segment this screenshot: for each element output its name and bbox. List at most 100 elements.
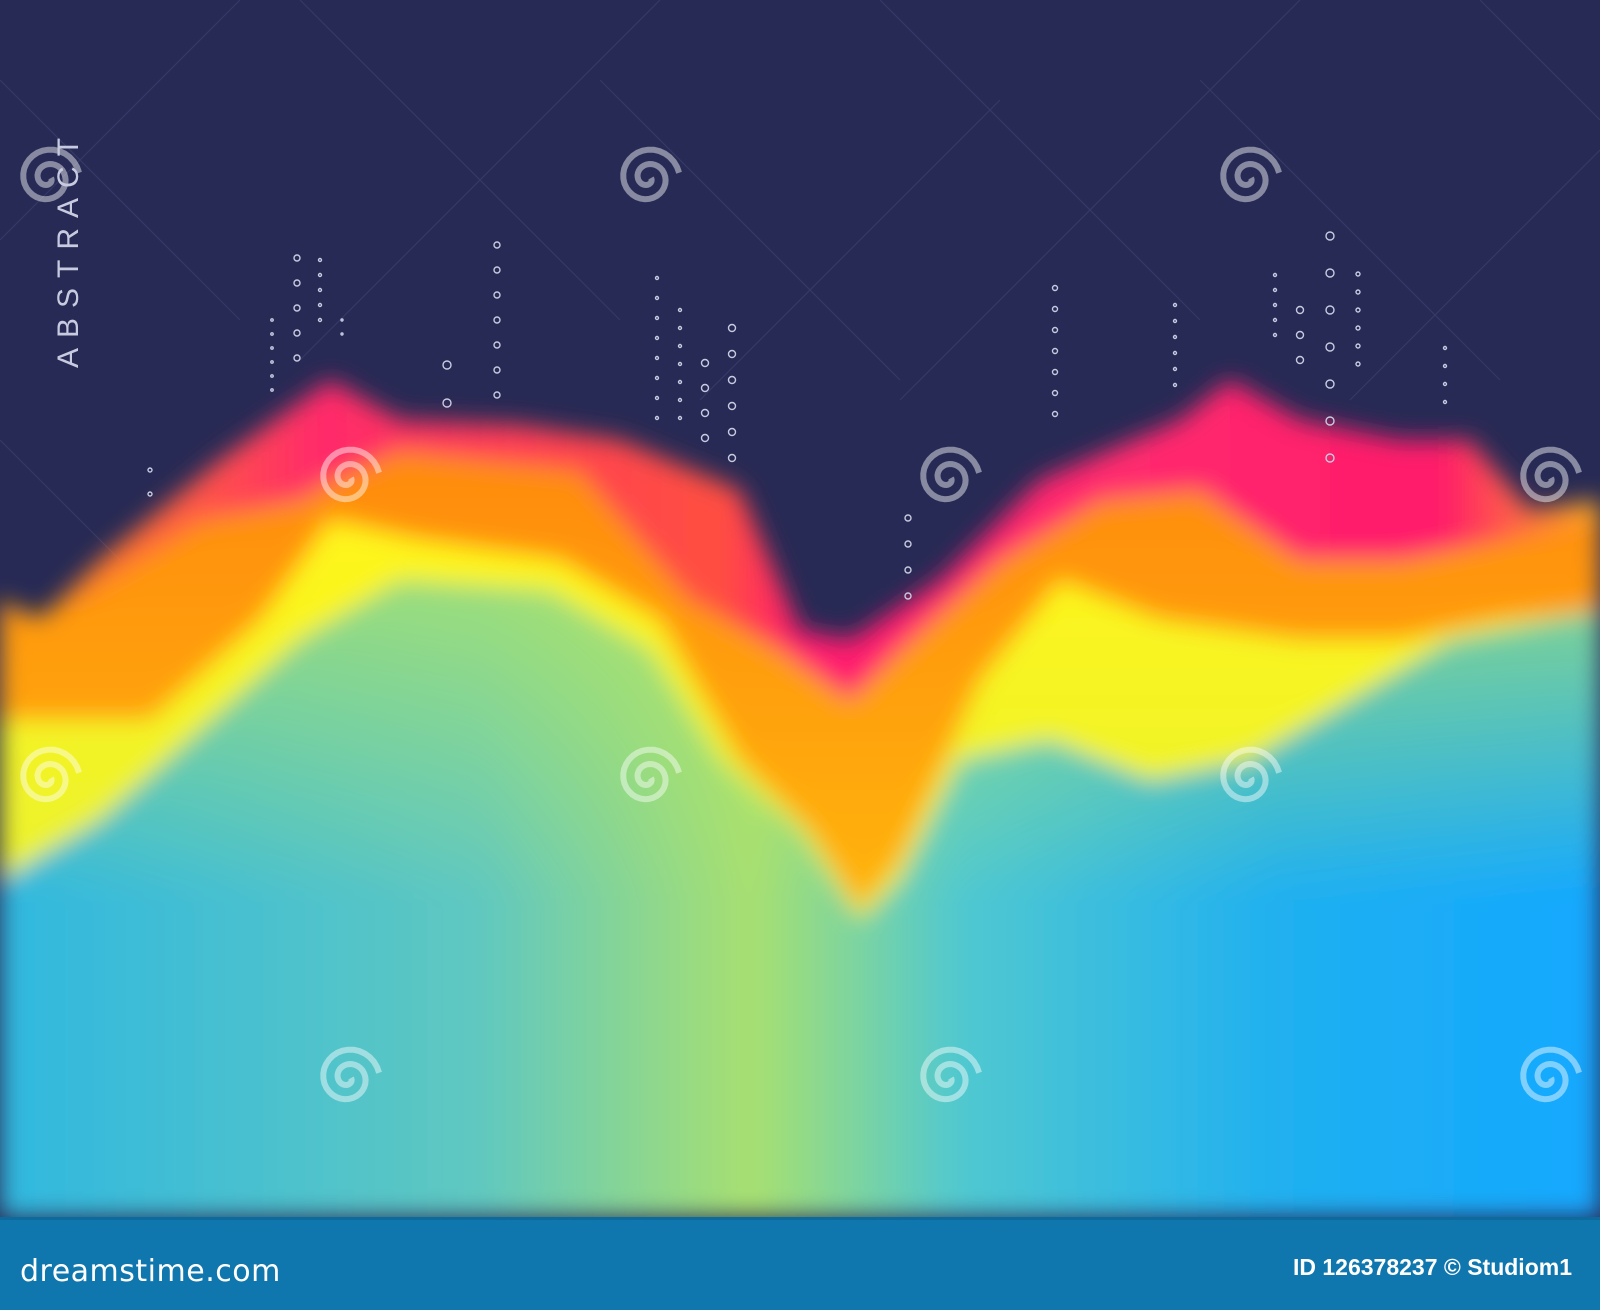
watermark-spiral-icon (1220, 746, 1282, 803)
particle-dot (727, 401, 737, 411)
particle-dot (442, 360, 452, 370)
particle-dot (1272, 272, 1278, 278)
particle-dot (293, 279, 301, 287)
particle-dot (1442, 399, 1448, 405)
watermark-spiral-icon (620, 746, 682, 803)
particle-dot (340, 318, 344, 322)
particle-dot (1051, 368, 1059, 376)
particle-dot (1295, 355, 1305, 365)
particle-dot (700, 433, 710, 443)
particle-dot (147, 467, 153, 473)
particle-dot (493, 291, 501, 299)
particle-dot (270, 346, 274, 350)
watermark-spiral-icon (1520, 446, 1582, 503)
particle-dot (293, 304, 301, 312)
particle-dot (1442, 345, 1448, 351)
watermark-spiral-icon (20, 146, 82, 203)
particle-dot (727, 349, 737, 359)
particle-dot (442, 398, 452, 408)
particle-dot (1051, 389, 1059, 397)
particle-dot (654, 355, 660, 361)
particle-dot (270, 388, 274, 392)
dreamstime-logo[interactable]: dreamstime.com (20, 1254, 281, 1289)
particle-dot (1325, 231, 1335, 241)
particle-dot (700, 383, 710, 393)
particle-dot (1355, 289, 1361, 295)
particle-dot (493, 391, 501, 399)
particle-dot (1172, 382, 1178, 388)
particle-dot (654, 395, 660, 401)
particle-dot (727, 375, 737, 385)
abstract-wave-artwork (0, 0, 1600, 1217)
particle-dot (1325, 268, 1335, 278)
particle-dot (654, 335, 660, 341)
particle-dot (1051, 326, 1059, 334)
footer-bar: dreamstime.com ID 126378237 © Studiom1 (0, 1217, 1600, 1310)
particle-dot (1272, 287, 1278, 293)
particle-dot (1272, 332, 1278, 338)
particle-dot (1355, 361, 1361, 367)
particle-dot (677, 325, 683, 331)
particle-dot (727, 323, 737, 333)
watermark-lines (0, 0, 1600, 561)
watermark-spiral-icon (1520, 1046, 1582, 1103)
particle-dot (493, 341, 501, 349)
particle-dot (677, 379, 683, 385)
watermark-spiral-icon (320, 1046, 382, 1103)
image-credit: ID 126378237 © Studiom1 (1292, 1254, 1572, 1280)
particle-dot (270, 332, 274, 336)
particle-dot (1442, 363, 1448, 369)
particle-dot (1172, 334, 1178, 340)
particle-dot (904, 540, 912, 548)
particle-dot (493, 316, 501, 324)
watermark-spirals (20, 146, 1582, 1103)
particle-dot (293, 354, 301, 362)
particle-dot (317, 317, 323, 323)
particle-dot (677, 415, 683, 421)
particle-dot (1051, 410, 1059, 418)
particle-dot (904, 566, 912, 574)
particle-dot (317, 272, 323, 278)
particle-dot (1051, 305, 1059, 313)
watermark-spiral-icon (20, 746, 82, 803)
particle-dot (677, 343, 683, 349)
particle-dot (1295, 305, 1305, 315)
particle-dot (1172, 350, 1178, 356)
particle-dot (1272, 317, 1278, 323)
vertical-title: ABSTRACT (52, 127, 85, 368)
particle-dot (1355, 343, 1361, 349)
particle-dot (1442, 381, 1448, 387)
particle-dot (904, 514, 912, 522)
particle-dot (493, 366, 501, 374)
particle-dot (293, 254, 301, 262)
particle-dot (1325, 342, 1335, 352)
particle-dot (147, 491, 153, 497)
particle-dot (317, 257, 323, 263)
particle-dot (1325, 453, 1335, 463)
particle-dot (1325, 305, 1335, 315)
particle-dot (677, 361, 683, 367)
particle-dot (293, 329, 301, 337)
particle-dot (1172, 302, 1178, 308)
watermark-spiral-icon (920, 446, 982, 503)
particle-dot (727, 427, 737, 437)
particle-dot (654, 275, 660, 281)
particle-dot (270, 318, 274, 322)
green-overlay (0, 580, 1600, 1217)
particle-dot (1355, 307, 1361, 313)
particle-dot (654, 375, 660, 381)
particle-dot (493, 266, 501, 274)
particle-dot (654, 315, 660, 321)
particle-dot (1172, 366, 1178, 372)
watermark-spiral-icon (1220, 146, 1282, 203)
watermark-spiral-icon (620, 146, 682, 203)
particle-dot (1355, 271, 1361, 277)
particle-dot (1272, 302, 1278, 308)
watermark-spiral-icon (920, 1046, 982, 1103)
particle-dot (493, 241, 501, 249)
particle-dot (1325, 416, 1335, 426)
particle-dot (654, 295, 660, 301)
particle-dot (677, 397, 683, 403)
particle-dot (1172, 318, 1178, 324)
particle-dot (270, 360, 274, 364)
